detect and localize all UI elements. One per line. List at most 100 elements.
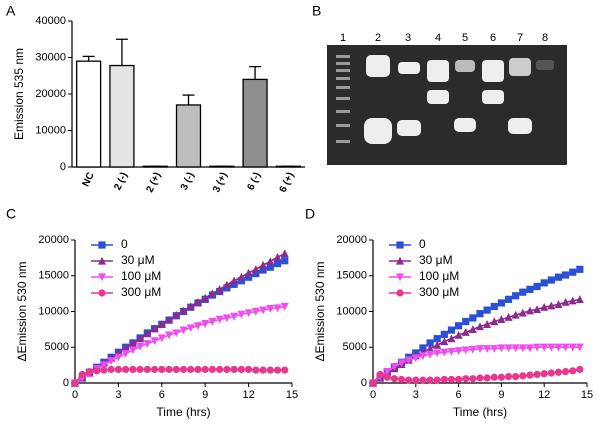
marker bbox=[469, 375, 477, 383]
x-tick-label: 3 (+) bbox=[211, 171, 230, 195]
marker bbox=[186, 324, 195, 333]
marker bbox=[554, 300, 563, 308]
marker bbox=[397, 375, 406, 384]
marker bbox=[280, 302, 289, 311]
marker bbox=[497, 315, 506, 323]
marker bbox=[187, 365, 195, 374]
marker bbox=[440, 337, 449, 346]
marker bbox=[547, 369, 555, 377]
marker bbox=[569, 367, 577, 375]
marker bbox=[483, 306, 491, 314]
marker bbox=[447, 375, 456, 384]
marker bbox=[390, 375, 398, 383]
marker bbox=[266, 263, 274, 271]
marker bbox=[230, 312, 239, 321]
bar bbox=[209, 165, 235, 168]
marker bbox=[172, 310, 181, 319]
legend-item: 100 μM bbox=[389, 269, 459, 283]
bar bbox=[275, 165, 301, 168]
marker bbox=[490, 317, 499, 326]
legend-marker bbox=[396, 273, 404, 282]
marker bbox=[266, 257, 275, 266]
marker bbox=[462, 375, 470, 383]
marker bbox=[237, 272, 246, 281]
panel-label: C bbox=[6, 206, 16, 222]
lane-label: 6 bbox=[490, 32, 496, 44]
marker bbox=[469, 314, 477, 322]
marker bbox=[519, 288, 527, 296]
bar bbox=[76, 60, 102, 168]
marker bbox=[245, 273, 253, 281]
marker bbox=[266, 305, 275, 313]
marker bbox=[476, 345, 484, 353]
legend-label: 30 μM bbox=[419, 253, 453, 267]
marker bbox=[150, 365, 159, 374]
marker bbox=[540, 343, 549, 352]
legend-marker bbox=[98, 273, 106, 282]
x-tick-label: NC bbox=[81, 171, 97, 189]
marker bbox=[150, 337, 159, 346]
legend-marker bbox=[98, 256, 106, 265]
marker bbox=[237, 310, 246, 319]
marker bbox=[568, 296, 577, 305]
marker bbox=[100, 366, 108, 374]
x-tick-label: 2 (-) bbox=[112, 171, 130, 192]
marker bbox=[519, 372, 527, 380]
marker bbox=[114, 365, 122, 374]
marker bbox=[259, 260, 268, 269]
marker bbox=[419, 376, 427, 384]
marker bbox=[426, 350, 435, 359]
marker bbox=[511, 310, 520, 319]
marker bbox=[547, 301, 556, 310]
marker bbox=[504, 344, 513, 353]
y-tick-label: 40000 bbox=[35, 15, 66, 27]
marker bbox=[121, 350, 130, 358]
marker bbox=[433, 376, 441, 384]
bar bbox=[109, 64, 135, 168]
legend-item: 30 μM bbox=[389, 253, 453, 267]
y-tick-label: 20000 bbox=[38, 234, 69, 246]
marker bbox=[561, 298, 570, 306]
ladder bbox=[336, 55, 350, 143]
y-tick-label: 15000 bbox=[38, 270, 69, 282]
marker bbox=[518, 308, 527, 317]
marker bbox=[369, 379, 377, 387]
marker bbox=[533, 305, 542, 313]
marker bbox=[454, 330, 463, 339]
marker bbox=[461, 328, 470, 336]
marker bbox=[259, 266, 267, 274]
x-axis-label: Time (hrs) bbox=[453, 405, 507, 419]
marker bbox=[383, 367, 392, 376]
legend-marker bbox=[396, 289, 404, 297]
marker bbox=[107, 357, 116, 366]
y-axis-label: ΔEmission 530 nm bbox=[15, 261, 29, 361]
marker bbox=[222, 280, 231, 289]
y-tick-label: 0 bbox=[361, 377, 367, 389]
x-tick-label: 6 (-) bbox=[245, 171, 263, 192]
marker bbox=[165, 331, 174, 340]
marker bbox=[476, 322, 484, 331]
marker bbox=[266, 366, 274, 374]
marker bbox=[405, 376, 413, 384]
marker bbox=[411, 354, 420, 363]
lane-label: 4 bbox=[435, 32, 441, 44]
marker bbox=[273, 259, 282, 268]
marker bbox=[512, 372, 520, 381]
marker bbox=[490, 302, 498, 311]
marker bbox=[455, 375, 463, 384]
marker bbox=[273, 304, 282, 313]
marker bbox=[433, 349, 442, 358]
x-tick-label: 12 bbox=[538, 389, 550, 401]
x-tick-label: 15 bbox=[581, 389, 593, 401]
marker bbox=[561, 343, 570, 352]
legend-label: 100 μM bbox=[121, 269, 161, 283]
legend-label: 300 μM bbox=[419, 285, 459, 299]
marker bbox=[433, 340, 442, 349]
marker bbox=[230, 365, 238, 374]
legend-item: 300 μM bbox=[91, 285, 161, 299]
marker bbox=[490, 373, 498, 381]
marker bbox=[244, 309, 253, 318]
legend-item: 0 bbox=[91, 237, 128, 251]
marker bbox=[426, 344, 435, 353]
lane-label: 5 bbox=[462, 32, 468, 44]
